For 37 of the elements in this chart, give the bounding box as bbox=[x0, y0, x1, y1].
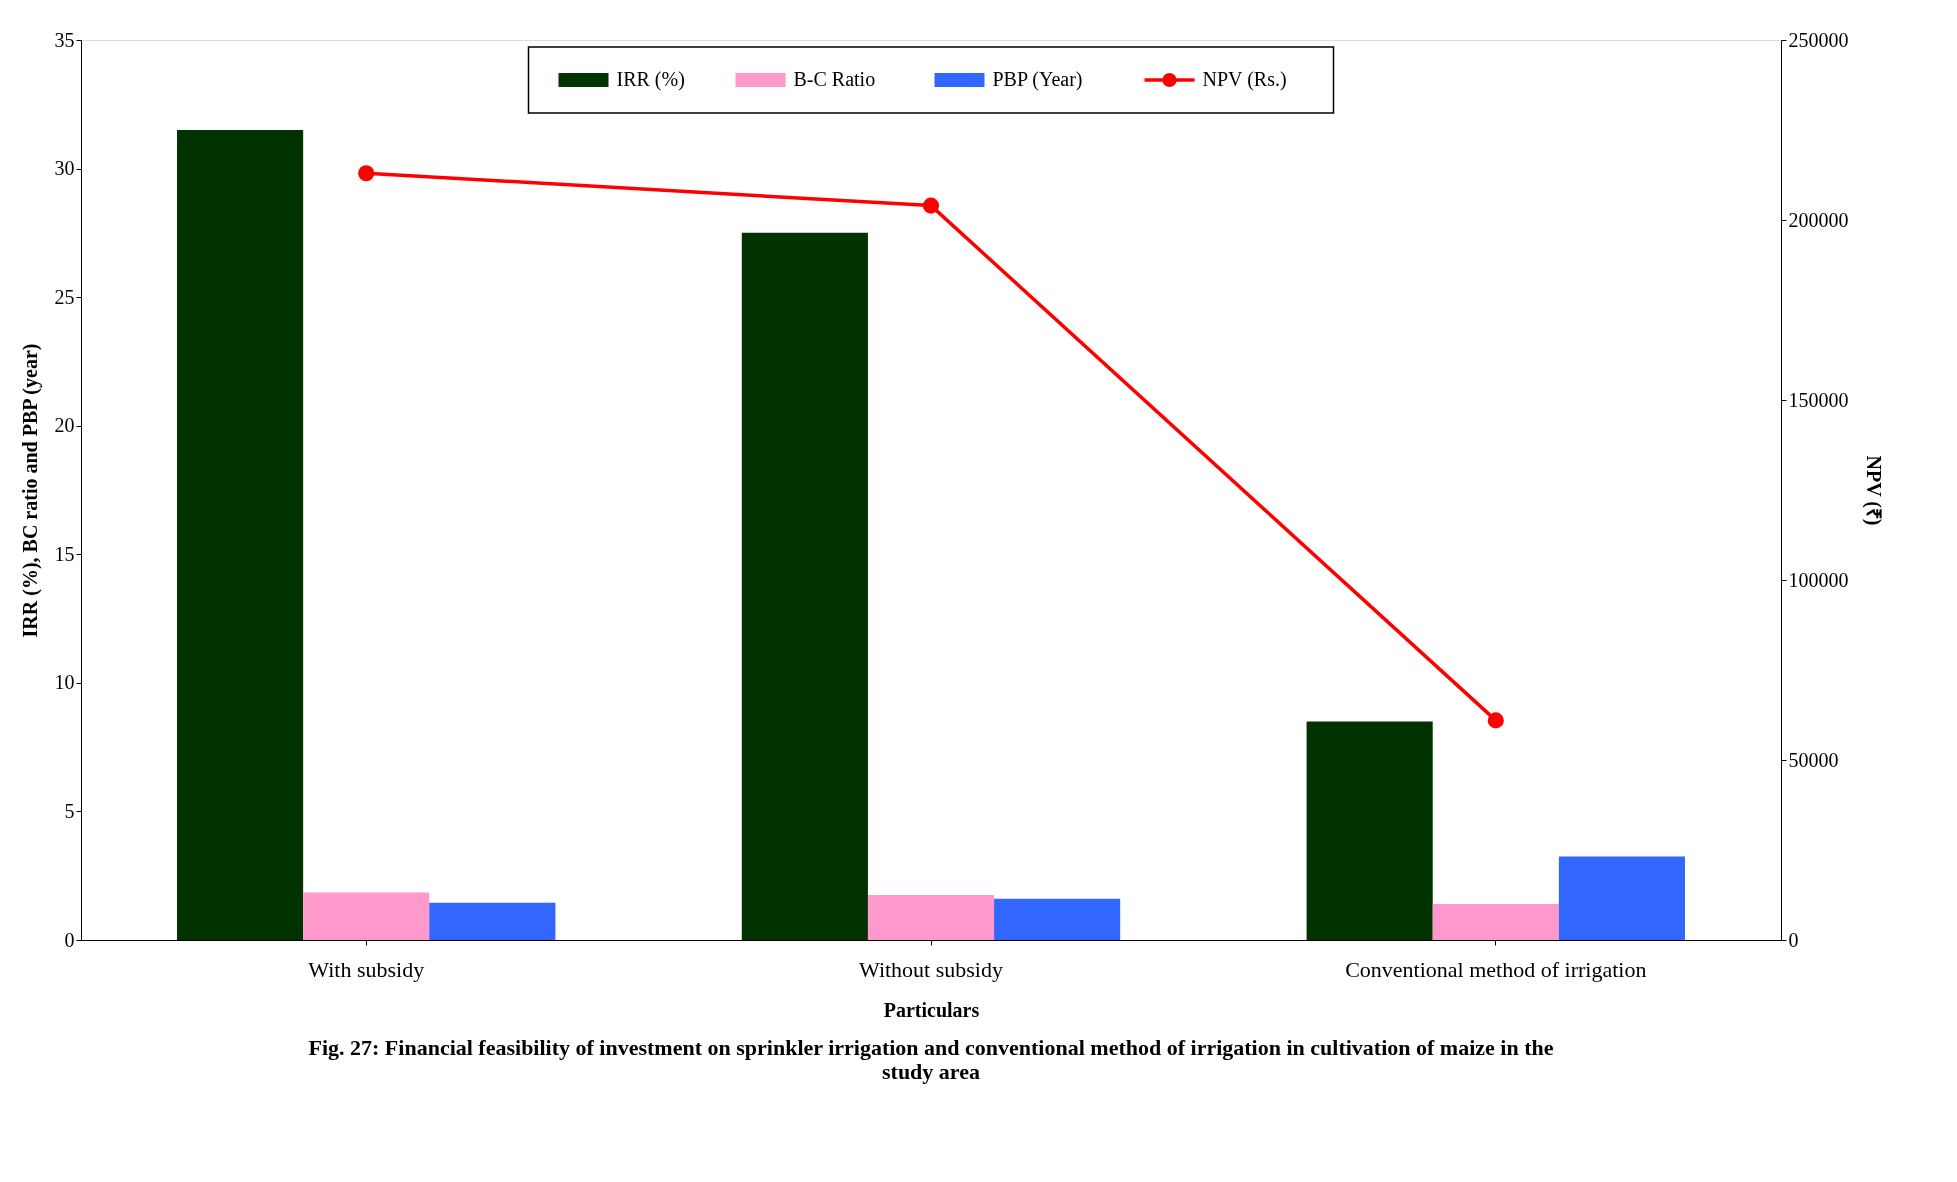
y-tick-label: 35 bbox=[54, 28, 75, 51]
y2-tick-label: 250000 bbox=[1788, 28, 1849, 51]
y-tick-label: 15 bbox=[54, 542, 75, 565]
legend-label: PBP (Year) bbox=[992, 68, 1083, 91]
text: Fig. 27: Financial feasibility of investment on sprinkler irrigation and conventional method of irrigation in cultivation of maize in the study area bbox=[308, 1035, 1554, 1084]
bar bbox=[429, 902, 556, 940]
x-axis-title: Particulars bbox=[883, 998, 980, 1021]
bar bbox=[867, 895, 995, 940]
y-tick-label: 10 bbox=[54, 671, 75, 694]
y-tick-label: 5 bbox=[64, 799, 75, 822]
y2-axis-title: NPV (₹) bbox=[1861, 455, 1885, 526]
legend-label: B-C Ratio bbox=[793, 68, 876, 90]
y2-tick-label: 200000 bbox=[1788, 208, 1849, 231]
y-axis-title: IRR (%), BC ratio and PBP (year) bbox=[18, 343, 42, 638]
legend-label: IRR (%) bbox=[616, 68, 685, 91]
point bbox=[1487, 712, 1504, 729]
x-tick-label: With subsidy bbox=[308, 956, 425, 982]
y2-tick-label: 150000 bbox=[1788, 388, 1849, 411]
bar bbox=[741, 232, 868, 940]
y-tick-label: 0 bbox=[64, 928, 75, 951]
x-tick-label: Conventional method of irrigation bbox=[1345, 956, 1647, 982]
bar bbox=[1432, 904, 1559, 940]
bar bbox=[177, 130, 304, 940]
y-tick-label: 30 bbox=[54, 157, 75, 180]
bar bbox=[1558, 856, 1685, 940]
x-tick-label: Without subsidy bbox=[859, 956, 1003, 982]
legend-label: NPV (Rs.) bbox=[1202, 68, 1287, 91]
point bbox=[358, 165, 375, 182]
y-tick-label: 20 bbox=[54, 414, 75, 437]
y2-tick-label: 0 bbox=[1788, 928, 1799, 951]
y2-tick-label: 100000 bbox=[1788, 568, 1849, 591]
bar bbox=[303, 892, 430, 940]
bar bbox=[1306, 721, 1433, 940]
y2-tick-label: 50000 bbox=[1788, 748, 1839, 771]
point bbox=[922, 197, 940, 214]
bar bbox=[994, 898, 1121, 940]
y-tick-label: 25 bbox=[54, 285, 75, 308]
